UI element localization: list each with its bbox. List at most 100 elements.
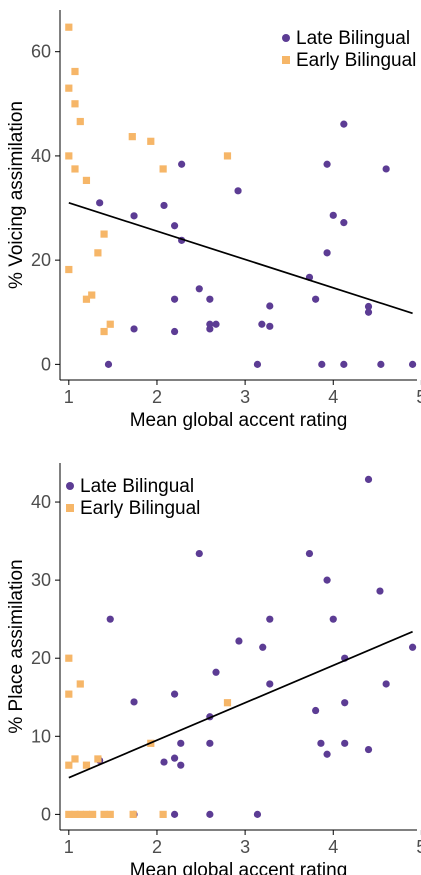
late-bilingual-point [323,576,331,584]
x-axis-title: Mean global accent rating [130,410,348,431]
late-bilingual-point [130,325,138,333]
x-tick-label: 2 [152,387,162,407]
late-bilingual-point [170,690,179,698]
early-bilingual-point [94,249,102,257]
early-bilingual-point [129,810,137,818]
early-bilingual-point [159,165,167,173]
late-bilingual-point [341,739,349,747]
early-bilingual-point [76,117,84,126]
early-bilingual-point [82,295,91,303]
legend-early-bilingual-marker [282,56,290,64]
late-bilingual-point [323,750,331,758]
early-bilingual-point [71,810,79,818]
early-bilingual-point [100,327,108,336]
early-bilingual-point [65,23,73,31]
early-bilingual-point [100,230,108,238]
legend-late-bilingual-marker [66,482,74,490]
regression-line [68,630,413,779]
late-bilingual-point [408,360,417,368]
early-bilingual-point [65,654,73,662]
x-tick-label: 1 [64,837,74,857]
legend-early-bilingual-label: Early Bilingual [296,50,416,71]
late-bilingual-point [259,643,267,651]
late-bilingual-point [177,761,185,769]
late-bilingual-point [266,322,274,330]
legend-late-bilingual-label: Late Bilingual [296,28,410,49]
early-bilingual-point [100,810,108,818]
early-bilingual-point [106,320,114,328]
late-bilingual-point [160,758,168,766]
late-bilingual-point [317,739,325,747]
y-axis-title: % Voicing assimilation [6,101,27,289]
early-bilingual-point [71,67,79,76]
late-bilingual-point [329,211,337,219]
late-bilingual-point [364,308,373,316]
late-bilingual-point [364,302,373,311]
late-bilingual-point [104,360,113,368]
late-bilingual-point [340,120,348,128]
late-bilingual-point [170,810,179,818]
regression-line [68,202,413,315]
x-axis-title: Mean global accent rating [130,860,348,875]
late-bilingual-point [195,549,203,558]
x-tick-label: 4 [328,837,338,857]
late-bilingual-point [382,680,390,688]
late-bilingual-point [106,615,114,623]
y-tick-label: 30 [31,570,51,590]
late-bilingual-point [212,320,220,328]
late-bilingual-point [130,698,138,706]
late-bilingual-point [312,295,320,303]
legend-early-bilingual-label: Early Bilingual [80,498,200,519]
late-bilingual-point [206,739,214,747]
late-bilingual-point [266,615,274,623]
late-bilingual-point [206,325,214,333]
late-bilingual-point [195,285,203,293]
late-bilingual-point [130,212,138,220]
late-bilingual-point [376,587,384,595]
early-bilingual-point [65,152,73,160]
y-tick-label: 40 [31,492,51,512]
early-bilingual-point [71,755,79,763]
late-bilingual-point [318,360,326,368]
late-bilingual-point [206,810,214,818]
late-bilingual-point [266,680,274,688]
y-tick-label: 10 [31,726,51,746]
chart-panel-voicing: 1 2 3 4 5 0 20 40 60 Mean global accent rating % V… [6,10,421,431]
early-bilingual-point [76,680,84,688]
early-bilingual-point [159,810,167,818]
early-bilingual-point [82,176,91,185]
late-bilingual-point [96,199,104,207]
y-tick-label: 40 [31,146,51,166]
late-bilingual-point [178,160,186,168]
late-bilingual-point [377,360,385,368]
late-bilingual-point [170,327,179,336]
y-tick-label: 20 [31,250,51,270]
late-bilingual-point [170,295,179,303]
early-bilingual-point [65,761,73,769]
early-bilingual-point [106,810,114,818]
y-tick-label: 0 [41,804,51,824]
early-bilingual-point [65,265,73,274]
x-tick-label: 1 [64,387,74,407]
legend-early-bilingual-marker [66,504,74,512]
x-tick-label: 4 [328,387,338,407]
y-tick-label: 0 [41,354,51,374]
early-bilingual-point [65,810,73,818]
late-bilingual-point [212,668,220,676]
late-bilingual-point [305,549,314,558]
early-bilingual-point [223,699,232,707]
legend-late-bilingual-label: Late Bilingual [80,476,194,497]
late-bilingual-point [340,219,348,227]
late-bilingual-point [382,165,390,173]
late-bilingual-point [266,302,274,310]
early-bilingual-point [71,100,79,108]
late-bilingual-point [340,360,348,368]
late-bilingual-point [323,249,331,257]
late-bilingual-point [160,201,168,210]
x-tick-label: 5 [416,387,421,407]
late-bilingual-point [253,360,262,368]
late-bilingual-point [170,754,179,762]
